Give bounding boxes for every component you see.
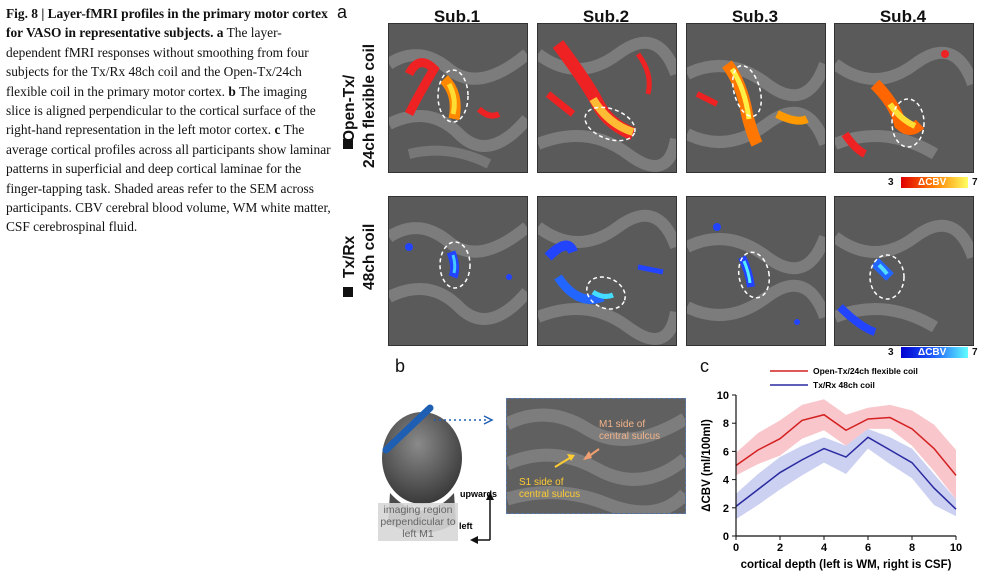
x-tick-label: 4 xyxy=(821,542,828,554)
figure-caption: Fig. 8 | Layer-fMRI profiles in the prim… xyxy=(6,4,332,237)
map-open-tx-sub1 xyxy=(388,23,528,173)
map-txrx-sub1 xyxy=(388,196,528,346)
colorbar-cool: 3 ΔCBV 7 xyxy=(888,347,998,361)
subject-header-2: Sub.2 xyxy=(582,7,630,26)
y-tick-label: 10 xyxy=(717,390,729,402)
subject-header-1: Sub.1 xyxy=(433,7,481,26)
m1-line1: M1 side of xyxy=(599,419,646,430)
band-open-tx xyxy=(736,399,956,500)
y-tick-label: 2 xyxy=(723,503,729,515)
m1-line2: central sulcus xyxy=(599,431,661,442)
line-txrx xyxy=(735,436,957,510)
zoomed-slice: M1 side of central sulcus S1 side of cen… xyxy=(506,398,686,514)
map-txrx-sub2 xyxy=(537,196,677,346)
caption-fig-label: Fig. 8 | Layer-fMRI profiles in the prim… xyxy=(6,6,328,41)
region-line3: left M1 xyxy=(402,528,434,540)
region-line2: perpendicular to xyxy=(380,516,456,528)
colorbar-warm-label: ΔCBV xyxy=(918,177,947,188)
line-open-tx xyxy=(735,413,957,476)
colorbar-warm-min: 3 xyxy=(888,177,894,188)
caption-b-text: The imaging slice is aligned perpendicul… xyxy=(6,83,316,138)
imaging-region-label: imaging region perpendicular to left M1 xyxy=(378,503,458,541)
upwards-label: upwards xyxy=(460,489,498,499)
colorbar-warm: 3 ΔCBV 7 xyxy=(888,177,998,191)
legend-label: Open-Tx/24ch flexible coil xyxy=(813,366,918,376)
row1-marker xyxy=(343,139,353,149)
s1-line2: central sulcus xyxy=(519,489,581,500)
x-tick-label: 8 xyxy=(909,542,915,554)
x-tick-label: 2 xyxy=(777,542,783,554)
left-label: left xyxy=(459,521,473,531)
orientation-axes xyxy=(470,492,494,544)
caption-c-text: The average cortical profiles across all… xyxy=(6,122,331,235)
x-axis-label: cortical depth (left is WM, right is CSF… xyxy=(741,559,952,571)
cortical-profile-chart: 0 2 4 6 8 10 0 2 4 6 8 10 cortical depth (left is WM… xyxy=(701,366,962,571)
y-tick-label: 8 xyxy=(723,418,729,430)
row1-label-line2: 24ch flexible coil xyxy=(361,43,378,168)
map-open-tx-sub4 xyxy=(834,23,974,173)
map-open-tx-sub2 xyxy=(537,23,677,173)
s1-line1: S1 side of xyxy=(519,477,564,488)
y-tick-label: 6 xyxy=(723,446,729,458)
row2-label-line1: Tx/Rx xyxy=(341,235,358,278)
y-tick-label: 0 xyxy=(723,531,729,543)
colorbar-cool-max: 7 xyxy=(972,347,978,358)
x-tick-label: 0 xyxy=(733,542,739,554)
panel-c-label: c xyxy=(700,356,709,376)
panel-b-label: b xyxy=(395,356,406,376)
y-axis-label: ΔCBV (ml/100ml) xyxy=(701,419,713,512)
caption-b-label: b xyxy=(228,83,236,99)
x-tick-label: 10 xyxy=(950,542,962,554)
row2-label-line2: 48ch coil xyxy=(361,223,378,290)
subject-header-3: Sub.3 xyxy=(731,7,779,26)
map-open-tx-sub3 xyxy=(686,23,826,173)
colorbar-cool-label: ΔCBV xyxy=(918,347,947,358)
panel-a-label: a xyxy=(337,2,348,22)
subject-header-4: Sub.4 xyxy=(879,7,927,26)
caption-a-label: a xyxy=(216,25,224,41)
colorbar-warm-gradient xyxy=(901,177,968,188)
row2-marker xyxy=(343,287,353,297)
region-line1: imaging region xyxy=(383,504,453,516)
legend-label: Tx/Rx 48ch coil xyxy=(813,380,875,390)
caption-c-label: c xyxy=(274,122,281,138)
map-txrx-sub3 xyxy=(686,196,826,346)
colorbar-cool-min: 3 xyxy=(888,347,894,358)
caption-a-text: The layer-dependent fMRI responses witho… xyxy=(6,25,309,99)
colorbar-cool-gradient xyxy=(901,347,968,358)
x-tick-label: 6 xyxy=(865,542,871,554)
colorbar-warm-max: 7 xyxy=(972,177,978,188)
y-tick-label: 4 xyxy=(723,475,730,487)
map-txrx-sub4 xyxy=(834,196,974,346)
row1-label-line1: Open-Tx/ xyxy=(341,74,358,142)
